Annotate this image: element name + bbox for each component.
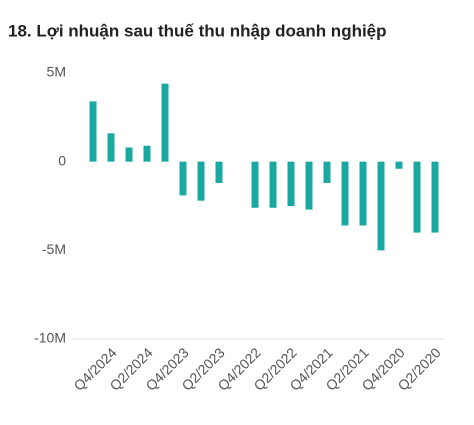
bar [377, 161, 385, 251]
bar [161, 83, 169, 162]
y-tick-label: 5M [47, 64, 66, 80]
bar [395, 161, 403, 169]
bar [107, 133, 115, 162]
bar [359, 161, 367, 226]
bar [323, 161, 331, 183]
bar [269, 161, 277, 208]
y-tick-label: -5M [42, 241, 66, 257]
y-tick-label: -10M [34, 330, 66, 346]
bar [431, 161, 439, 233]
bar [179, 161, 187, 196]
bar [89, 101, 97, 162]
bar [197, 161, 205, 201]
y-tick-label: 0 [58, 152, 66, 168]
bar [287, 161, 295, 206]
bar [143, 145, 151, 162]
bar [341, 161, 349, 226]
bar [413, 161, 421, 233]
chart-title: 18. Lợi nhuận sau thuế thu nhập doanh ng… [8, 21, 387, 40]
bar [305, 161, 313, 210]
bar [251, 161, 259, 208]
bar [215, 161, 223, 183]
bar [125, 147, 133, 162]
